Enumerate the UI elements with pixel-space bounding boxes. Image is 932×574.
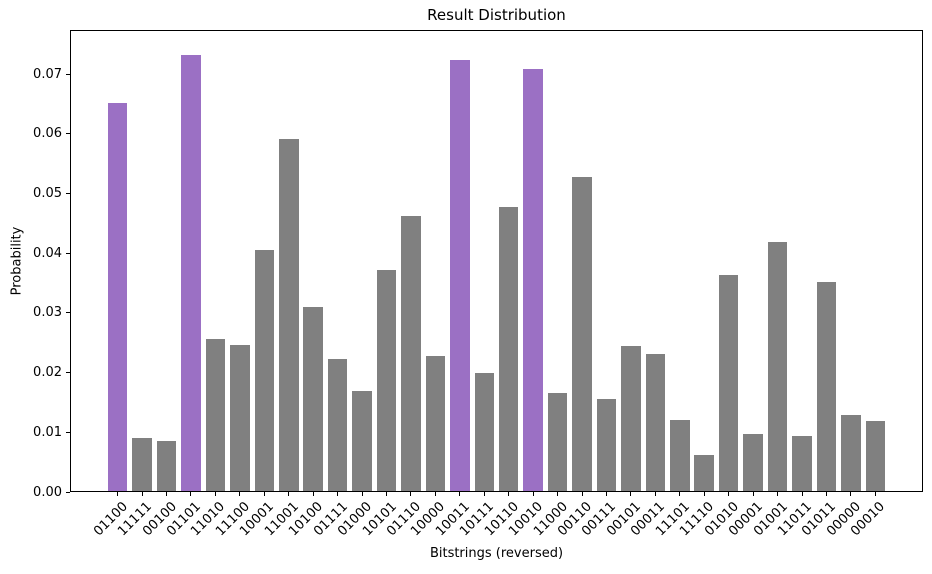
x-tick-mark: [703, 492, 705, 496]
x-tick-mark: [850, 492, 852, 496]
bar-00011: [645, 353, 666, 491]
x-tick-mark: [728, 492, 730, 496]
y-tick-label: 0.03: [33, 305, 62, 321]
bar-00010: [865, 420, 886, 491]
y-tick-mark: [66, 133, 70, 135]
y-tick-label: 0.04: [33, 245, 62, 261]
chart-title: Result Distribution: [427, 6, 566, 24]
bar-01111: [327, 359, 348, 491]
y-tick-mark: [66, 431, 70, 433]
x-tick-mark: [825, 492, 827, 496]
y-tick-label: 0.01: [33, 424, 62, 440]
bar-01010: [718, 274, 739, 491]
y-tick-mark: [66, 372, 70, 374]
y-tick-label: 0.02: [33, 365, 62, 381]
x-tick-mark: [239, 492, 241, 496]
bar-11000: [547, 392, 568, 491]
x-tick-mark: [605, 492, 607, 496]
bar-10001: [254, 250, 275, 491]
bar-10010: [523, 68, 543, 491]
x-tick-mark: [483, 492, 485, 496]
x-axis-label: Bitstrings (reversed): [429, 546, 564, 561]
y-tick-mark: [66, 491, 70, 493]
x-tick-mark: [459, 492, 461, 496]
bar-11010: [205, 338, 226, 491]
y-axis-label: Probability: [9, 226, 25, 296]
bar-00001: [743, 434, 763, 491]
x-tick-mark: [166, 492, 168, 496]
bar-10110: [498, 206, 519, 491]
y-tick-mark: [66, 312, 70, 314]
x-tick-mark: [581, 492, 583, 496]
bar-00101: [621, 345, 641, 491]
x-tick-mark: [337, 492, 339, 496]
x-tick-mark: [874, 492, 876, 496]
bar-11001: [278, 139, 299, 491]
bar-00111: [596, 398, 617, 491]
bar-01011: [816, 282, 837, 491]
x-tick-mark: [214, 492, 216, 496]
y-tick-mark: [66, 193, 70, 195]
bar-01001: [767, 241, 788, 491]
x-tick-mark: [434, 492, 436, 496]
x-tick-mark: [654, 492, 656, 496]
bar-01000: [352, 390, 372, 491]
bar-00100: [156, 440, 177, 491]
x-tick-mark: [190, 492, 192, 496]
bar-10000: [425, 355, 446, 491]
bar-11011: [792, 435, 812, 491]
x-tick-mark: [386, 492, 387, 496]
y-tick-mark: [66, 252, 70, 254]
x-tick-mark: [508, 492, 510, 496]
bar-10011: [450, 59, 470, 491]
x-tick-mark: [288, 492, 290, 496]
x-tick-mark: [263, 492, 265, 496]
bar-10101: [376, 269, 397, 491]
x-tick-mark: [141, 492, 143, 496]
x-tick-mark: [679, 492, 681, 496]
bar-10100: [303, 306, 323, 491]
y-tick-mark: [66, 73, 70, 75]
x-tick-mark: [117, 492, 119, 496]
x-tick-mark: [557, 492, 559, 496]
bar-11110: [694, 454, 715, 491]
bar-10111: [474, 373, 495, 491]
bar-11111: [132, 438, 152, 491]
x-tick-mark: [752, 492, 754, 496]
bar-01101: [181, 55, 201, 491]
x-tick-mark: [361, 492, 363, 496]
bar-00000: [841, 415, 861, 491]
x-tick-mark: [777, 492, 779, 496]
x-tick-mark: [801, 492, 803, 496]
bar-00110: [572, 177, 592, 491]
y-tick-label: 0.00: [33, 484, 62, 500]
x-tick-mark: [630, 492, 632, 496]
bar-01100: [107, 102, 128, 491]
x-tick-mark: [410, 492, 412, 496]
bar-11101: [670, 419, 690, 491]
x-tick-mark: [312, 492, 314, 496]
bar-01110: [401, 216, 421, 491]
x-tick-mark: [532, 492, 534, 496]
y-tick-label: 0.07: [33, 66, 62, 82]
y-tick-label: 0.05: [33, 186, 62, 202]
bar-11100: [230, 344, 250, 491]
y-tick-label: 0.06: [33, 126, 62, 142]
